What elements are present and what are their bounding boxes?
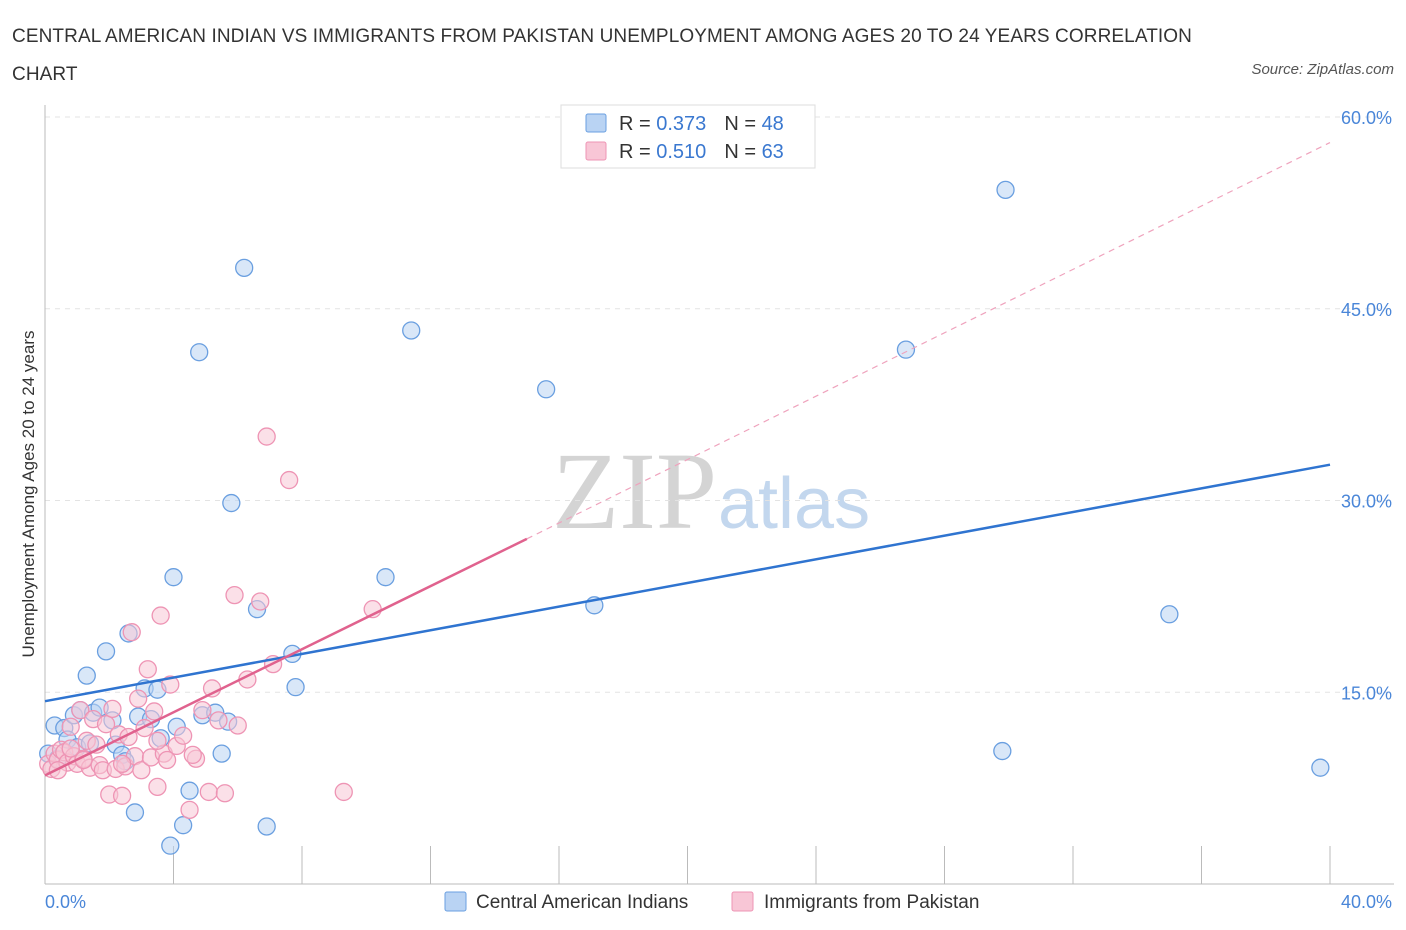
point-immigrants-from-pakistan	[228, 716, 247, 735]
legend-r-label-pink: R =	[619, 141, 656, 163]
point-central-american-indians	[125, 803, 145, 822]
y-tick-labels: 15.0% 30.0% 45.0% 60.0%	[1341, 108, 1392, 703]
trend-line-immigrants-from-pakistan	[44, 537, 528, 777]
point-immigrants-from-pakistan	[138, 660, 157, 679]
x-axis-ticks	[173, 846, 1331, 884]
y-tick-label: 15.0%	[1341, 683, 1392, 703]
point-immigrants-from-pakistan	[112, 786, 132, 805]
point-immigrants-from-pakistan	[132, 761, 151, 780]
point-immigrants-from-pakistan	[157, 750, 177, 770]
point-central-american-indians	[376, 568, 395, 587]
point-immigrants-from-pakistan	[103, 699, 122, 719]
point-immigrants-from-pakistan	[129, 689, 148, 708]
watermark-atlas: atlas	[718, 464, 870, 544]
point-immigrants-from-pakistan	[122, 623, 141, 642]
point-central-american-indians	[173, 816, 193, 835]
point-immigrants-from-pakistan	[225, 585, 244, 605]
y-axis-label: Unemployment Among Ages 20 to 24 years	[19, 331, 38, 658]
legend-row-pink: R = 0.510 N = 63	[619, 141, 784, 163]
point-immigrants-from-pakistan	[61, 717, 80, 736]
x-tick-label-max: 40.0%	[1341, 892, 1392, 912]
point-immigrants-from-pakistan	[161, 675, 180, 694]
point-central-american-indians	[180, 781, 199, 800]
point-central-american-indians	[1160, 605, 1179, 624]
point-central-american-indians	[402, 321, 421, 340]
point-central-american-indians	[996, 180, 1015, 200]
point-central-american-indians	[993, 741, 1012, 761]
point-immigrants-from-pakistan	[199, 782, 218, 802]
bottom-legend-swatch-blue	[444, 891, 467, 912]
bottom-legend-label-pink: Immigrants from Pakistan	[764, 892, 979, 913]
legend-r-value-blue: 0.373	[656, 113, 706, 135]
point-central-american-indians	[537, 380, 556, 399]
point-immigrants-from-pakistan	[279, 470, 299, 490]
point-central-american-indians	[222, 493, 241, 513]
chart-title: CENTRAL AMERICAN INDIAN VS IMMIGRANTS FR…	[12, 26, 1192, 85]
point-central-american-indians	[896, 340, 916, 359]
point-immigrants-from-pakistan	[193, 700, 212, 720]
point-central-american-indians	[96, 642, 116, 661]
point-immigrants-from-pakistan	[257, 427, 276, 446]
point-immigrants-from-pakistan	[251, 592, 270, 611]
legend-swatch-blue	[585, 113, 607, 133]
y-tick-label: 60.0%	[1341, 108, 1392, 128]
legend-n-value-blue: 48	[762, 113, 784, 135]
point-immigrants-from-pakistan	[215, 784, 235, 803]
point-immigrants-from-pakistan	[151, 606, 170, 625]
point-central-american-indians	[235, 258, 254, 277]
trend-lines	[44, 142, 1331, 777]
x-tick-label-min: 0.0%	[45, 892, 86, 912]
point-central-american-indians	[1311, 758, 1330, 777]
point-immigrants-from-pakistan	[148, 731, 167, 750]
legend-r-value-pink: 0.510	[656, 141, 706, 163]
point-central-american-indians	[164, 568, 183, 587]
point-immigrants-from-pakistan	[112, 754, 132, 773]
point-central-american-indians	[77, 666, 96, 685]
bottom-legend-label-blue: Central American Indians	[476, 892, 688, 913]
point-central-american-indians	[190, 343, 209, 362]
point-central-american-indians	[286, 677, 305, 697]
series-immigrants-from-pakistan	[39, 427, 382, 820]
watermark-zip: ZIP	[552, 430, 717, 552]
point-immigrants-from-pakistan	[148, 777, 167, 796]
point-immigrants-from-pakistan	[180, 800, 199, 820]
legend-r-label-blue: R =	[619, 113, 656, 135]
gridlines	[45, 116, 1394, 693]
point-immigrants-from-pakistan	[71, 700, 90, 720]
point-central-american-indians	[212, 744, 231, 763]
point-immigrants-from-pakistan	[96, 715, 116, 734]
point-immigrants-from-pakistan	[61, 739, 80, 758]
source-label: Source: ZipAtlas.com	[1251, 61, 1394, 78]
legend-n-label-blue: N =	[724, 113, 761, 135]
point-immigrants-from-pakistan	[145, 702, 164, 721]
legend-swatch-pink	[585, 141, 607, 161]
y-tick-label: 45.0%	[1341, 300, 1392, 320]
legend-n-label-pink: N =	[724, 141, 761, 163]
y-tick-label: 30.0%	[1341, 492, 1392, 512]
point-immigrants-from-pakistan	[209, 711, 228, 730]
trend-line-immigrants-from-pakistan-extension	[526, 142, 1331, 540]
legend-n-value-pink: 63	[762, 141, 784, 163]
point-immigrants-from-pakistan	[334, 782, 353, 802]
bottom-legend-swatch-pink	[731, 891, 754, 912]
point-immigrants-from-pakistan	[173, 726, 193, 745]
point-immigrants-from-pakistan	[183, 745, 202, 765]
trend-line-central-american-indians	[44, 463, 1331, 703]
point-central-american-indians	[161, 836, 180, 855]
point-central-american-indians	[257, 817, 276, 836]
legend-row-blue: R = 0.373 N = 48	[619, 113, 784, 135]
